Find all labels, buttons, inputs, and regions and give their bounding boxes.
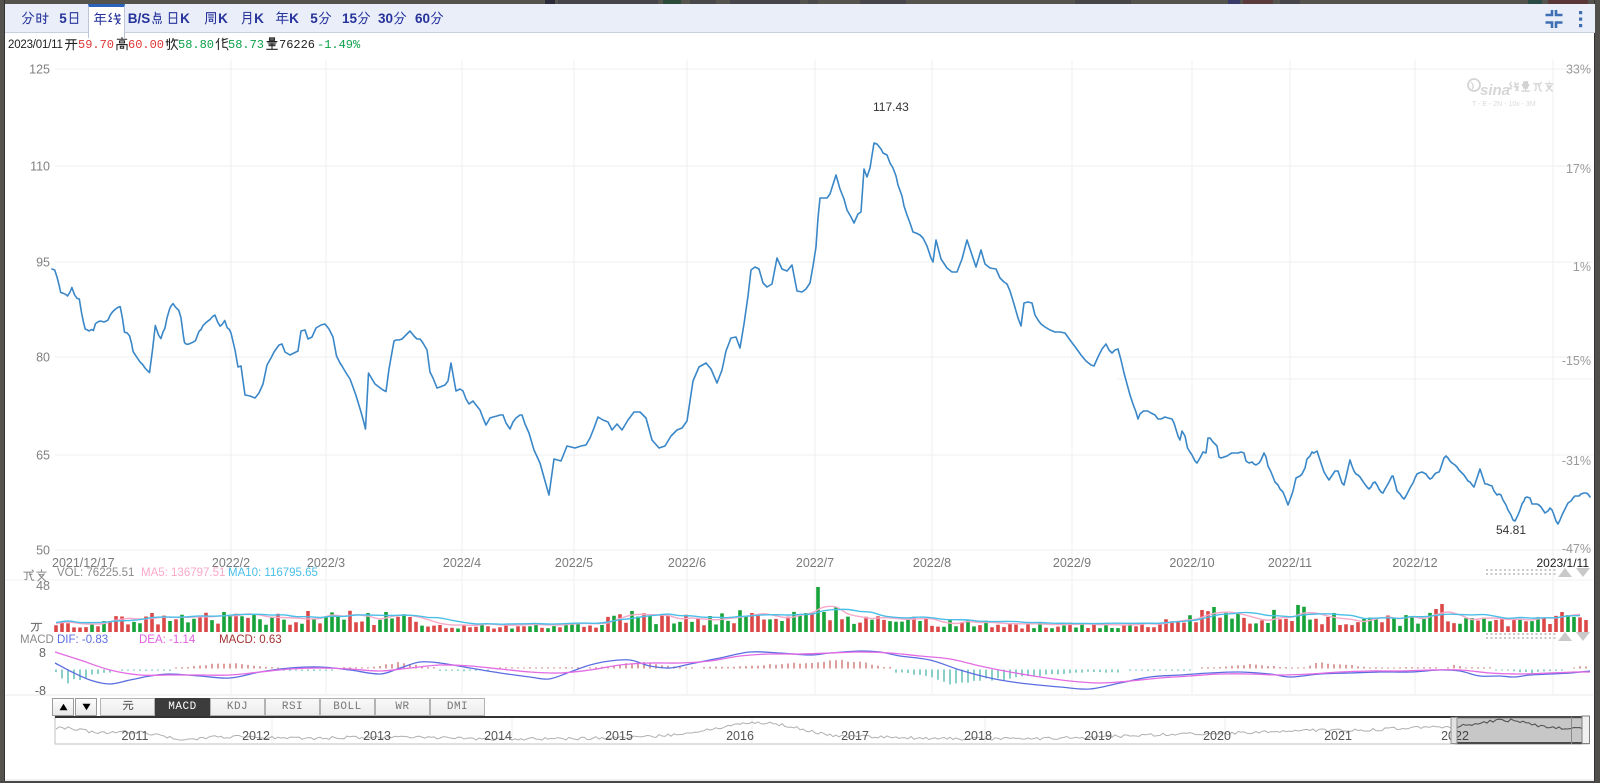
svg-text:2012: 2012: [242, 729, 270, 743]
svg-text:2017: 2017: [841, 729, 869, 743]
svg-text:2022/11: 2022/11: [1268, 556, 1312, 570]
svg-text:17%: 17%: [1566, 162, 1591, 176]
svg-text:8: 8: [39, 646, 46, 660]
svg-text:65: 65: [36, 449, 50, 463]
svg-text:2021: 2021: [1324, 729, 1352, 743]
svg-text:33%: 33%: [1566, 63, 1591, 77]
svg-text:-15%: -15%: [1562, 354, 1591, 368]
svg-text:2022/12: 2022/12: [1392, 556, 1437, 570]
svg-text:2013: 2013: [363, 729, 391, 743]
svg-text:125: 125: [29, 63, 50, 77]
svg-text:2022/7: 2022/7: [796, 556, 834, 570]
svg-text:2022/2: 2022/2: [212, 556, 250, 570]
svg-text:-31%: -31%: [1562, 454, 1591, 468]
svg-text:50: 50: [36, 544, 50, 558]
svg-text:-8: -8: [35, 684, 46, 698]
svg-text:54.81: 54.81: [1496, 523, 1526, 537]
svg-text:2019: 2019: [1084, 729, 1112, 743]
svg-text:2014: 2014: [484, 729, 512, 743]
svg-text:110: 110: [30, 160, 50, 174]
svg-text:-47%: -47%: [1562, 542, 1591, 556]
svg-text:2022/9: 2022/9: [1053, 556, 1091, 570]
svg-text:95: 95: [36, 256, 50, 270]
svg-text:2023/1/11: 2023/1/11: [1537, 556, 1590, 570]
svg-text:2011: 2011: [122, 729, 149, 743]
svg-text:2022/10: 2022/10: [1169, 556, 1214, 570]
svg-text:sina: sina: [1480, 82, 1510, 99]
svg-text:2015: 2015: [605, 729, 633, 743]
svg-text:2022/3: 2022/3: [307, 556, 345, 570]
svg-text:2022/5: 2022/5: [555, 556, 593, 570]
svg-text:2016: 2016: [726, 729, 754, 743]
svg-text:2021/12/17: 2021/12/17: [52, 556, 115, 570]
svg-text:T - E - 2N - 10x - 3M: T - E - 2N - 10x - 3M: [1472, 101, 1536, 108]
svg-text:117.43: 117.43: [873, 100, 909, 114]
svg-text:2022/6: 2022/6: [668, 556, 706, 570]
svg-text:2020: 2020: [1203, 729, 1231, 743]
svg-text:2018: 2018: [964, 729, 992, 743]
svg-text:2022/8: 2022/8: [913, 556, 951, 570]
svg-text:1%: 1%: [1573, 260, 1591, 274]
svg-text:48: 48: [36, 579, 50, 593]
svg-text:2022/4: 2022/4: [443, 556, 481, 570]
svg-text:80: 80: [36, 351, 50, 365]
